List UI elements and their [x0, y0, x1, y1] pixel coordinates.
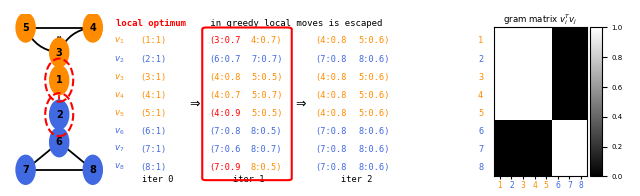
Circle shape	[17, 156, 35, 184]
Text: (7:0.8: (7:0.8	[316, 55, 348, 64]
Text: (5:1): (5:1)	[141, 109, 167, 118]
Text: $v_1$: $v_1$	[114, 35, 124, 46]
Text: 5:0.7): 5:0.7)	[251, 91, 282, 100]
Text: 2: 2	[56, 110, 63, 120]
Text: $v_4$: $v_4$	[114, 90, 124, 101]
Circle shape	[50, 66, 68, 94]
Text: 3: 3	[478, 73, 483, 82]
Title: gram matrix $v_i^T v_j$: gram matrix $v_i^T v_j$	[503, 13, 578, 27]
Text: (7:0.6: (7:0.6	[209, 145, 241, 154]
Text: (3:0.7: (3:0.7	[209, 36, 241, 45]
Text: 8:0.6): 8:0.6)	[359, 127, 390, 136]
Text: (7:0.8: (7:0.8	[316, 127, 348, 136]
Text: iter 2: iter 2	[340, 175, 372, 184]
Text: 7:0.7): 7:0.7)	[251, 55, 282, 64]
Text: 8: 8	[478, 163, 483, 172]
Text: (4:0.7: (4:0.7	[209, 91, 241, 100]
Text: (3:1): (3:1)	[141, 73, 167, 82]
Text: (4:0.8: (4:0.8	[316, 91, 348, 100]
Circle shape	[50, 38, 68, 67]
Text: 5:0.6): 5:0.6)	[359, 91, 390, 100]
Text: 8:0.5): 8:0.5)	[251, 127, 282, 136]
Text: (4:0.8: (4:0.8	[316, 109, 348, 118]
Text: 8: 8	[90, 165, 96, 175]
Text: (2:1): (2:1)	[141, 55, 167, 64]
Text: 5:0.6): 5:0.6)	[359, 73, 390, 82]
Text: (7:0.8: (7:0.8	[209, 127, 241, 136]
Text: $v_7$: $v_7$	[114, 144, 124, 154]
Circle shape	[50, 101, 68, 129]
Text: 8:0.6): 8:0.6)	[359, 55, 390, 64]
Text: $v_8$: $v_8$	[114, 162, 124, 172]
Text: (7:1): (7:1)	[141, 145, 167, 154]
Text: 1: 1	[478, 36, 483, 45]
Text: (6:0.7: (6:0.7	[209, 55, 241, 64]
Text: (1:1): (1:1)	[141, 36, 167, 45]
Text: 5:0.6): 5:0.6)	[359, 36, 390, 45]
Circle shape	[17, 13, 35, 42]
Text: 4:0.7): 4:0.7)	[251, 36, 282, 45]
Text: 7: 7	[22, 165, 29, 175]
Text: $\Rightarrow$: $\Rightarrow$	[187, 97, 201, 110]
Circle shape	[50, 128, 68, 156]
Text: 7: 7	[478, 145, 483, 154]
Text: 6: 6	[56, 137, 63, 147]
Circle shape	[84, 13, 102, 42]
Text: $v_5$: $v_5$	[114, 109, 124, 119]
Text: 4: 4	[478, 91, 483, 100]
Text: 8:0.7): 8:0.7)	[251, 145, 282, 154]
Text: 6: 6	[478, 127, 483, 136]
Text: $v_3$: $v_3$	[114, 72, 124, 83]
Text: 8:0.5): 8:0.5)	[251, 163, 282, 172]
Text: 5:0.5): 5:0.5)	[251, 73, 282, 82]
Text: in greedy local moves is escaped: in greedy local moves is escaped	[205, 19, 383, 28]
Text: iter 1: iter 1	[234, 175, 265, 184]
Text: $\Rightarrow$: $\Rightarrow$	[293, 97, 308, 110]
Text: 4: 4	[90, 23, 96, 33]
Text: (7:0.8: (7:0.8	[316, 163, 348, 172]
Text: local optimum: local optimum	[116, 19, 186, 28]
Text: 5: 5	[478, 109, 483, 118]
Text: 2: 2	[478, 55, 483, 64]
Text: 5:0.6): 5:0.6)	[359, 109, 390, 118]
Text: 8:0.6): 8:0.6)	[359, 145, 390, 154]
Text: 3: 3	[56, 47, 63, 58]
Text: (4:0.8: (4:0.8	[209, 73, 241, 82]
Text: (6:1): (6:1)	[141, 127, 167, 136]
Text: $v_6$: $v_6$	[114, 127, 124, 137]
Text: (4:0.9: (4:0.9	[209, 109, 241, 118]
Text: (7:0.9: (7:0.9	[209, 163, 241, 172]
Text: (8:1): (8:1)	[141, 163, 167, 172]
Text: $v_2$: $v_2$	[114, 54, 124, 65]
Text: 1: 1	[56, 75, 63, 85]
Text: (4:0.8: (4:0.8	[316, 73, 348, 82]
Text: iter 0: iter 0	[142, 175, 173, 184]
Text: (7:0.8: (7:0.8	[316, 145, 348, 154]
Text: (4:0.8: (4:0.8	[316, 36, 348, 45]
Text: 5: 5	[22, 23, 29, 33]
Text: (4:1): (4:1)	[141, 91, 167, 100]
Text: 8:0.6): 8:0.6)	[359, 163, 390, 172]
Text: 5:0.5): 5:0.5)	[251, 109, 282, 118]
Circle shape	[84, 156, 102, 184]
